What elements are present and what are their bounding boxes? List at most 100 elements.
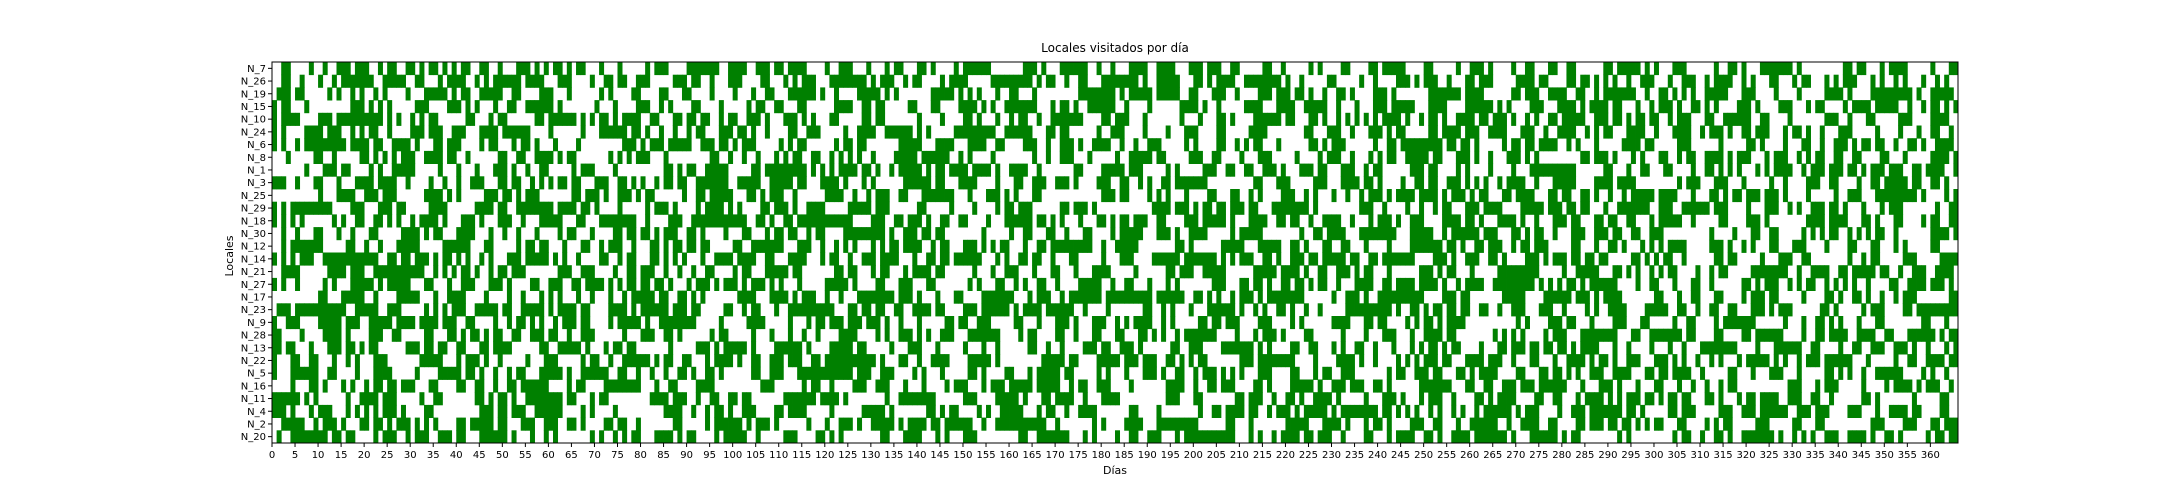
heatmap-cell [419, 392, 425, 406]
heatmap-cell [972, 138, 978, 152]
heatmap-cell [1124, 74, 1130, 88]
heatmap-cell [1396, 354, 1402, 368]
heatmap-cell [1538, 227, 1544, 241]
heatmap-cell [764, 252, 770, 266]
heatmap-cell [1147, 87, 1153, 101]
heatmap-cell [1414, 214, 1420, 228]
heatmap-cell [1216, 316, 1222, 330]
heatmap-cell [1409, 277, 1415, 291]
heatmap-cell [1815, 163, 1821, 177]
heatmap-cell [1299, 277, 1305, 291]
heatmap-cell [493, 316, 499, 330]
heatmap-cell [861, 354, 867, 368]
heatmap-cell [760, 239, 766, 253]
heatmap-cell [497, 392, 503, 406]
heatmap-cell [483, 341, 489, 355]
heatmap-cell [820, 316, 826, 330]
heatmap-cell [1432, 125, 1438, 139]
heatmap-cell [460, 227, 466, 241]
heatmap-cell [1709, 303, 1715, 317]
heatmap-cell [880, 214, 886, 228]
heatmap-cell [1078, 379, 1084, 393]
heatmap-cell [939, 189, 945, 203]
heatmap-cell [884, 252, 890, 266]
heatmap-cell [359, 176, 365, 190]
heatmap-cell [534, 100, 540, 114]
heatmap-cell [424, 100, 430, 114]
heatmap-cell [368, 328, 374, 342]
heatmap-cell [1105, 87, 1111, 101]
heatmap-cell [962, 125, 968, 139]
heatmap-cell [944, 214, 950, 228]
heatmap-cell [1068, 290, 1074, 304]
heatmap-cell [1368, 189, 1374, 203]
heatmap-cell [1663, 150, 1669, 164]
heatmap-cell [686, 316, 692, 330]
heatmap-cell [810, 392, 816, 406]
heatmap-cell [336, 87, 342, 101]
heatmap-cell [539, 176, 545, 190]
heatmap-cell [1400, 252, 1406, 266]
heatmap-cell [1492, 328, 1498, 342]
heatmap-cell [1617, 366, 1623, 380]
heatmap-cell [1437, 252, 1443, 266]
heatmap-cell [1529, 265, 1535, 279]
heatmap-cell [1640, 201, 1646, 215]
heatmap-cell [474, 100, 480, 114]
heatmap-cell [1405, 150, 1411, 164]
heatmap-cell [1870, 341, 1876, 355]
heatmap-cell [1087, 87, 1093, 101]
heatmap-cell [1833, 328, 1839, 342]
heatmap-cell [285, 303, 291, 317]
heatmap-cell [866, 201, 872, 215]
heatmap-cell [1930, 354, 1936, 368]
heatmap-cell [1566, 290, 1572, 304]
heatmap-cell [553, 328, 559, 342]
heatmap-cell [631, 303, 637, 317]
heatmap-cell [1607, 303, 1613, 317]
heatmap-cell [834, 341, 840, 355]
heatmap-cell [1326, 214, 1332, 228]
heatmap-cell [686, 227, 692, 241]
heatmap-cell [272, 392, 278, 406]
heatmap-cell [336, 316, 342, 330]
heatmap-cell [1262, 354, 1268, 368]
heatmap-cell [962, 303, 968, 317]
heatmap-cell [1018, 74, 1024, 88]
heatmap-cell [631, 138, 637, 152]
heatmap-cell [677, 290, 683, 304]
heatmap-cell [1727, 303, 1733, 317]
heatmap-cell [1953, 354, 1959, 368]
heatmap-cell [1285, 201, 1291, 215]
heatmap-cell [962, 341, 968, 355]
heatmap-cell [539, 214, 545, 228]
heatmap-cell [534, 138, 540, 152]
heatmap-cell [516, 87, 522, 101]
heatmap-cell [1004, 239, 1010, 253]
heatmap-cell [589, 189, 595, 203]
heatmap-cell [1515, 404, 1521, 418]
heatmap-cell [534, 277, 540, 291]
heatmap-cell [1078, 201, 1084, 215]
heatmap-cell [1782, 341, 1788, 355]
heatmap-cell [1188, 341, 1194, 355]
heatmap-cell [1649, 392, 1655, 406]
heatmap-cell [764, 62, 770, 76]
heatmap-cell [1948, 379, 1954, 393]
heatmap-cell [1345, 189, 1351, 203]
heatmap-cell [792, 303, 798, 317]
heatmap-cell [880, 100, 886, 114]
heatmap-cell [456, 189, 462, 203]
heatmap-cell [516, 227, 522, 241]
heatmap-cell [1396, 277, 1402, 291]
heatmap-cell [1414, 366, 1420, 380]
heatmap-cell [1110, 227, 1116, 241]
heatmap-cell [1815, 316, 1821, 330]
heatmap-cell [447, 150, 453, 164]
heatmap-cell [1045, 366, 1051, 380]
heatmap-cell [1810, 163, 1816, 177]
heatmap-cell [1713, 316, 1719, 330]
heatmap-cell [1465, 354, 1471, 368]
heatmap-cell [373, 290, 379, 304]
heatmap-cell [1451, 328, 1457, 342]
